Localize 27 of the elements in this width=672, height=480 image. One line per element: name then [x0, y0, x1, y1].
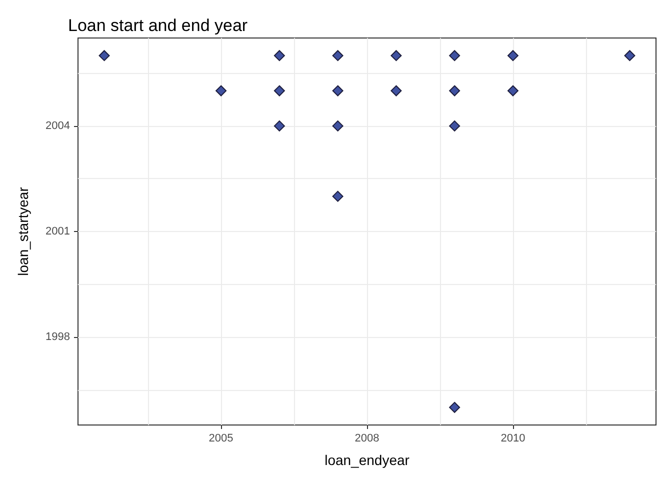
- y-tick-label: 2004: [46, 120, 70, 132]
- point: [332, 120, 344, 132]
- point: [449, 120, 460, 132]
- point: [274, 120, 285, 132]
- point: [332, 85, 344, 96]
- point: [332, 190, 344, 202]
- x-tick-label: 2010: [500, 432, 526, 444]
- point: [390, 85, 402, 96]
- x-tick-label: 2008: [354, 432, 380, 444]
- point: [390, 50, 402, 62]
- point: [507, 50, 518, 62]
- point: [624, 50, 636, 62]
- x-axis-title: loan_endyear: [324, 452, 410, 468]
- chart-title: Loan start and end year: [68, 16, 248, 35]
- point: [274, 85, 285, 96]
- point: [449, 50, 460, 62]
- y-axis-title: loan_startyear: [15, 186, 31, 276]
- point: [98, 50, 110, 62]
- point: [449, 402, 460, 413]
- point: [216, 85, 227, 96]
- y-tick-label: 2001: [46, 226, 70, 238]
- point: [332, 50, 344, 62]
- point: [449, 85, 460, 96]
- point: [274, 50, 285, 62]
- point: [507, 85, 518, 96]
- x-tick-label: 2005: [208, 432, 234, 444]
- y-tick-label: 1998: [46, 331, 70, 344]
